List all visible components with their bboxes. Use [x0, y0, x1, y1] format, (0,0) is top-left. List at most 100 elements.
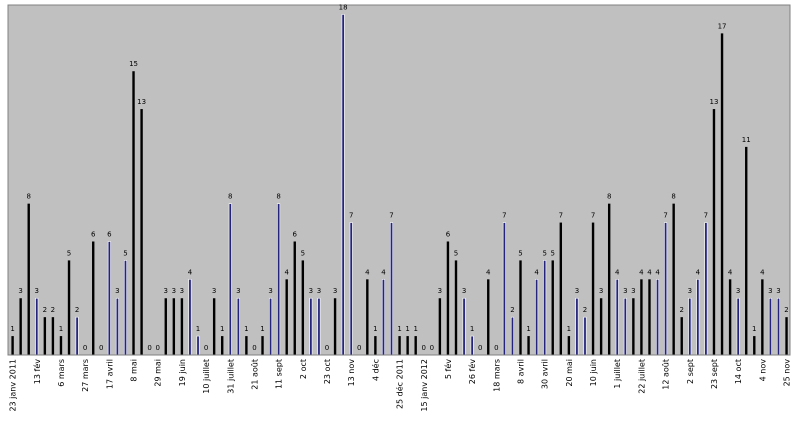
- bar-value-label: 7: [663, 212, 667, 220]
- bar: [414, 336, 417, 355]
- bar-value-label: 1: [373, 325, 377, 333]
- bar: [776, 297, 780, 356]
- bar-value-label: 3: [317, 287, 321, 295]
- bar-value-label: 4: [655, 268, 660, 276]
- bar-value-label: 4: [284, 268, 289, 276]
- bar: [785, 317, 788, 355]
- x-tick-label: 10 juillet: [202, 359, 211, 394]
- bar: [293, 241, 296, 355]
- bar: [309, 297, 313, 356]
- bar: [664, 222, 668, 356]
- bar-value-label: 8: [671, 193, 675, 201]
- bar-value-label: 2: [583, 306, 587, 314]
- bar-value-label: 0: [478, 344, 482, 352]
- bar-value-label: 4: [696, 268, 701, 276]
- x-tick-label: 15 janv 2012: [420, 359, 429, 412]
- x-tick-label: 17 avril: [105, 359, 114, 389]
- bar: [221, 336, 224, 355]
- bar: [543, 260, 547, 356]
- x-tick-label: 2 sept: [686, 359, 695, 384]
- bar: [67, 260, 71, 355]
- bar-value-label: 3: [236, 287, 240, 295]
- bar: [19, 298, 22, 355]
- bar-value-label: 3: [776, 287, 780, 295]
- bar: [196, 335, 200, 356]
- x-tick-label: 23 sept: [710, 359, 719, 389]
- bar-value-label: 1: [196, 325, 200, 333]
- bar-value-label: 3: [599, 287, 603, 295]
- bar: [180, 298, 184, 355]
- bar: [768, 297, 772, 356]
- bar-value-label: 5: [123, 249, 127, 257]
- bar: [680, 317, 683, 355]
- bar-value-label: 3: [631, 287, 635, 295]
- x-tick-label: 18 mars: [492, 359, 501, 392]
- bar: [374, 336, 377, 355]
- bar-value-label: 4: [486, 268, 491, 276]
- x-tick-label: 4 nov: [758, 359, 767, 382]
- bar-value-label: 3: [115, 287, 119, 295]
- x-tick-label: 14 oct: [734, 359, 743, 384]
- bar-value-label: 0: [422, 344, 426, 352]
- bar: [696, 279, 700, 356]
- bar: [640, 279, 643, 355]
- bars-group: [11, 14, 788, 356]
- bar: [454, 260, 458, 355]
- bar: [59, 336, 63, 355]
- bar-value-label: 5: [542, 249, 546, 257]
- bar: [188, 279, 192, 356]
- bar-value-label: 1: [59, 325, 63, 333]
- bar-value-label: 1: [260, 325, 264, 333]
- bar-value-label: 3: [212, 287, 216, 295]
- bar-value-label: 7: [349, 212, 353, 220]
- bar-value-label: 11: [742, 136, 751, 144]
- bar: [728, 279, 732, 355]
- x-tick-label: 8 avril: [517, 359, 526, 384]
- bar-value-label: 4: [365, 268, 370, 276]
- bar: [333, 298, 337, 355]
- bar: [341, 14, 345, 356]
- bar: [212, 298, 216, 355]
- bar-value-label: 2: [510, 306, 514, 314]
- x-tick-label: 22 juillet: [637, 359, 646, 394]
- bar: [510, 316, 514, 356]
- bar-value-label: 2: [75, 306, 79, 314]
- x-tick-label: 27 mars: [81, 359, 90, 392]
- bar-value-label: 7: [591, 212, 595, 220]
- x-tick-label: 23 oct: [323, 359, 332, 384]
- bar-value-label: 1: [413, 325, 417, 333]
- bar-value-label: 7: [704, 212, 708, 220]
- bar: [92, 241, 95, 355]
- bar-value-label: 0: [204, 344, 208, 352]
- bar-value-label: 0: [83, 344, 87, 352]
- bar: [527, 336, 530, 355]
- bar-value-label: 0: [147, 344, 151, 352]
- bar: [398, 336, 401, 355]
- x-tick-label: 12 août: [662, 359, 671, 390]
- bar-value-label: 17: [718, 22, 727, 30]
- bar-value-label: 3: [172, 287, 176, 295]
- bar: [688, 297, 692, 356]
- bar-value-label: 1: [220, 325, 224, 333]
- bar: [591, 222, 595, 355]
- bar-value-label: 3: [575, 287, 579, 295]
- bar-value-label: 0: [325, 344, 329, 352]
- x-tick-label: 20 mai: [565, 359, 574, 387]
- bar-value-label: 0: [430, 344, 434, 352]
- bar: [462, 297, 466, 356]
- bar-value-label: 4: [728, 268, 733, 276]
- bar: [559, 222, 563, 355]
- bar-value-label: 5: [518, 249, 522, 257]
- bar-value-label: 1: [10, 325, 14, 333]
- x-tick-label: 5 fév: [443, 359, 453, 379]
- bar: [607, 203, 611, 355]
- x-tick-label: 26 fév: [467, 359, 477, 384]
- bar: [615, 279, 619, 356]
- x-tick-label: 30 avril: [541, 359, 550, 389]
- bar-value-label: 3: [736, 287, 740, 295]
- bar-value-label: 0: [99, 344, 103, 352]
- bar-value-label: 2: [784, 306, 788, 314]
- bar: [648, 279, 651, 355]
